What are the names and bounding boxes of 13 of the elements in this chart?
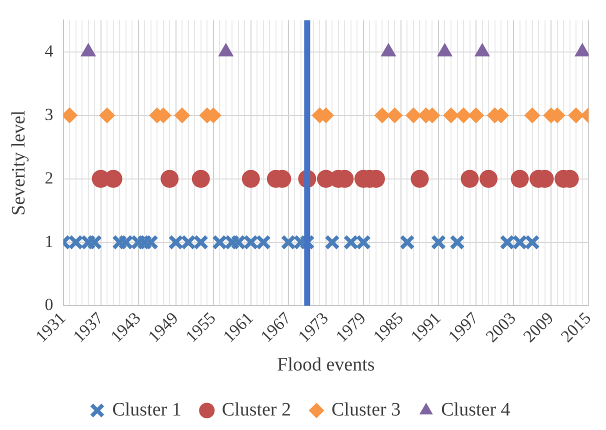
legend-label: Cluster 4 xyxy=(441,399,511,420)
y-tick-label: 4 xyxy=(44,41,54,60)
x-tick-label: 1991 xyxy=(407,308,444,346)
y-tick-label: 3 xyxy=(44,104,54,124)
x-tick-label: 1961 xyxy=(219,308,257,346)
legend-label: Cluster 1 xyxy=(112,399,182,420)
y-axis-title: Severity level xyxy=(8,110,30,216)
x-axis-title: Flood events xyxy=(277,354,375,376)
y-tick-label: 1 xyxy=(44,232,54,251)
y-tick-label: 0 xyxy=(44,295,54,314)
legend-label: Cluster 2 xyxy=(222,399,292,420)
legend-label: Cluster 3 xyxy=(332,399,401,420)
y-tick-label: 2 xyxy=(44,168,54,188)
